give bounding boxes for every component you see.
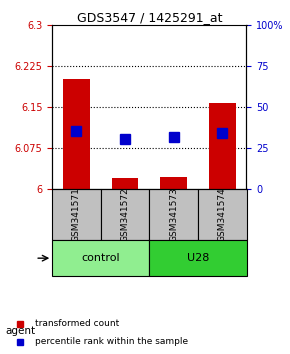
Title: GDS3547 / 1425291_at: GDS3547 / 1425291_at bbox=[77, 11, 222, 24]
Text: transformed count: transformed count bbox=[35, 319, 120, 329]
Bar bbox=[63, 80, 90, 189]
Text: percentile rank within the sample: percentile rank within the sample bbox=[35, 337, 188, 346]
FancyBboxPatch shape bbox=[101, 189, 149, 240]
Text: GSM341574: GSM341574 bbox=[218, 187, 227, 242]
Text: control: control bbox=[81, 253, 120, 263]
Text: U28: U28 bbox=[187, 253, 209, 263]
Text: GSM341573: GSM341573 bbox=[169, 187, 178, 242]
Bar bbox=[160, 177, 187, 189]
Bar bbox=[209, 103, 235, 189]
FancyBboxPatch shape bbox=[198, 189, 246, 240]
Text: GSM341572: GSM341572 bbox=[121, 187, 130, 242]
Text: agent: agent bbox=[6, 326, 36, 336]
FancyBboxPatch shape bbox=[52, 189, 101, 240]
Text: GSM341571: GSM341571 bbox=[72, 187, 81, 242]
Bar bbox=[112, 178, 138, 189]
FancyBboxPatch shape bbox=[52, 240, 149, 276]
FancyBboxPatch shape bbox=[149, 240, 246, 276]
FancyBboxPatch shape bbox=[149, 189, 198, 240]
